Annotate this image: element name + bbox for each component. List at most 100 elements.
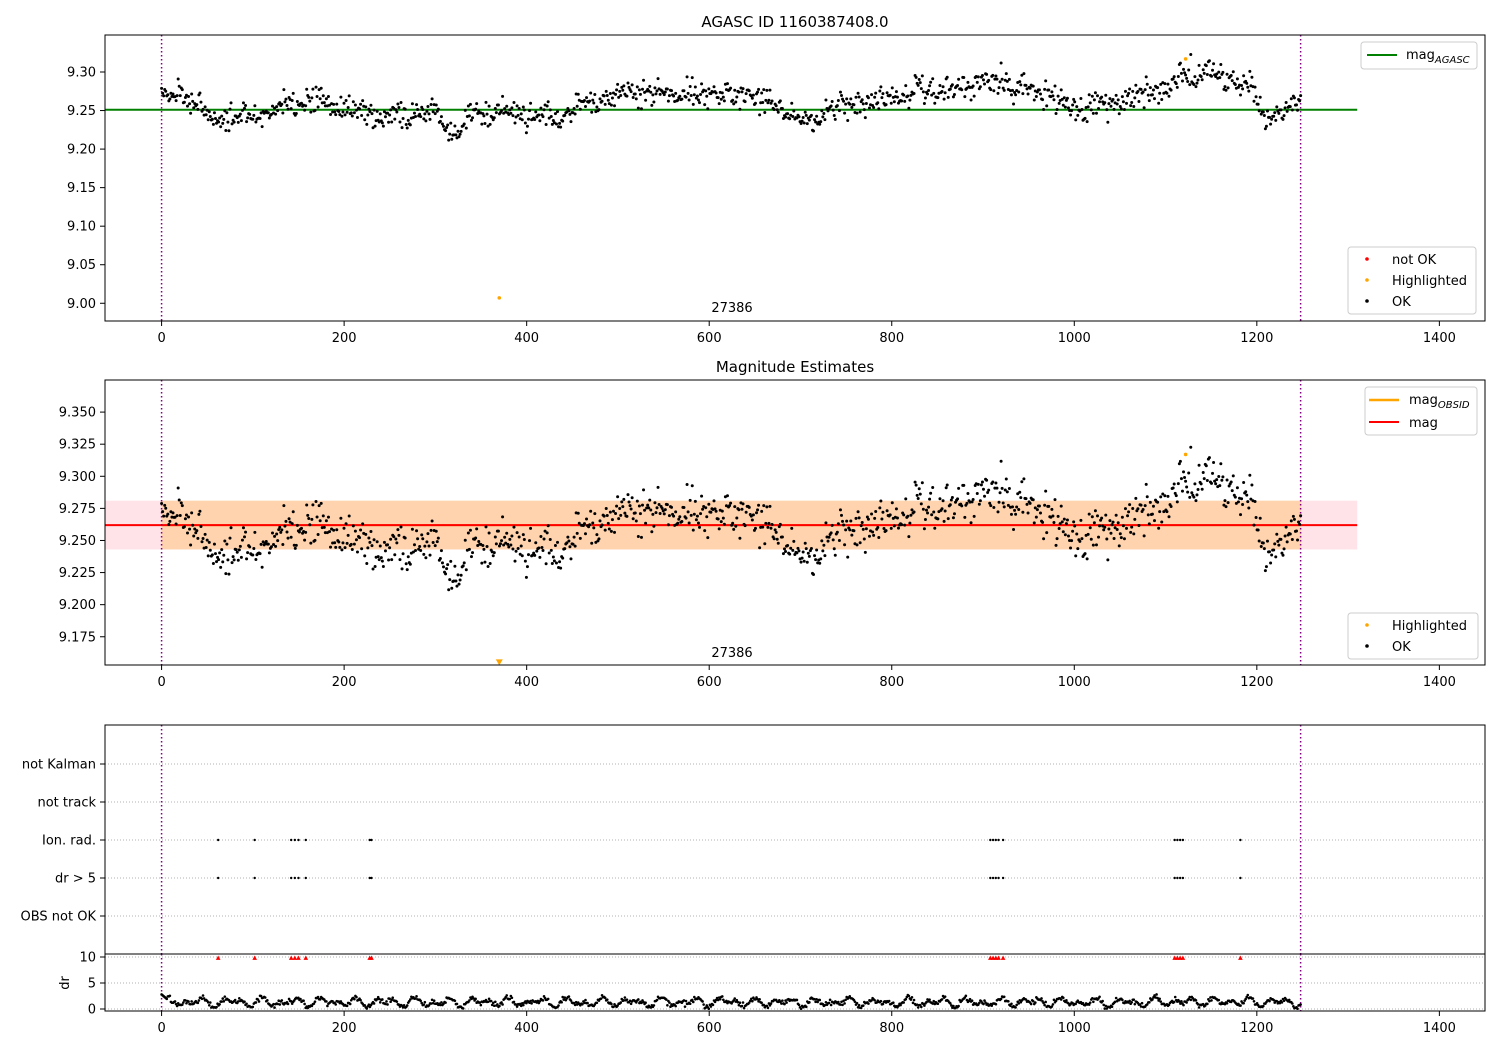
magnitude-ok-point — [815, 548, 819, 552]
agasc-ok-point — [1195, 81, 1199, 85]
dr-point — [1280, 1001, 1284, 1004]
magnitude-ok-point — [1079, 518, 1083, 522]
agasc-ok-point — [843, 111, 847, 115]
agasc-ok-point — [831, 108, 835, 112]
agasc-ok-point — [1252, 99, 1256, 103]
agasc-ok-point — [347, 94, 351, 98]
dr-point — [316, 995, 320, 999]
agasc-ok-point — [162, 94, 166, 98]
magnitude-ok-point — [1217, 475, 1221, 479]
legend-marker-highlighted-2 — [1365, 623, 1369, 627]
agasc-ok-point — [936, 96, 940, 100]
dr-point — [925, 1000, 928, 1004]
dr-point — [668, 1001, 671, 1004]
magnitude-ok-point — [329, 545, 333, 549]
agasc-ok-point — [1265, 109, 1269, 113]
dr-point — [1130, 1000, 1133, 1004]
magnitude-ok-point — [200, 540, 204, 544]
magnitude-ok-point — [1160, 520, 1164, 524]
magnitude-ok-point — [505, 531, 509, 535]
dr-point — [1201, 1002, 1205, 1006]
dr-point — [907, 994, 911, 998]
magnitude-ok-point — [812, 572, 816, 576]
magnitude-ok-point — [1020, 480, 1024, 484]
magnitude-ok-point — [637, 504, 641, 508]
agasc-ok-point — [414, 115, 418, 119]
agasc-ok-point — [284, 97, 288, 101]
dr-point — [904, 997, 908, 1001]
dr-point — [1051, 1003, 1055, 1006]
agasc-ok-point — [1167, 94, 1171, 98]
magnitude-legend-bottom-box — [1347, 612, 1479, 660]
agasc-ok-point — [1272, 114, 1276, 118]
agasc-ok-point — [866, 96, 870, 100]
agasc-ok-point — [1165, 91, 1169, 95]
legend-label-highlighted-2: Highlighted — [1392, 619, 1467, 634]
dr-point — [964, 994, 968, 998]
dr-point — [415, 995, 418, 998]
agasc-ok-point — [1053, 84, 1057, 88]
magnitude-ok-point — [484, 525, 488, 529]
magnitude-ok-point — [218, 551, 222, 555]
agasc-ok-point — [792, 109, 796, 113]
agasc-ok-point — [687, 98, 691, 102]
agasc-xtick-label: 800 — [879, 331, 904, 346]
agasc-ok-point — [436, 107, 440, 111]
dr-point — [765, 1004, 769, 1008]
agasc-ok-point — [1246, 85, 1250, 89]
dr-point — [916, 1006, 920, 1009]
dr-point — [238, 997, 241, 1000]
agasc-ok-point — [1015, 88, 1019, 92]
agasc-ok-point — [230, 122, 234, 126]
agasc-ok-point — [1148, 86, 1152, 90]
agasc-ok-point — [1277, 111, 1281, 115]
agasc-ok-point — [1288, 105, 1292, 109]
agasc-ok-point — [770, 99, 774, 103]
agasc-ok-point — [270, 104, 274, 108]
dr-point — [218, 1002, 221, 1006]
magnitude-ok-point — [204, 546, 208, 550]
flag-point — [1178, 838, 1182, 842]
agasc-ok-point — [542, 108, 546, 112]
magnitude-legend-bottom: Highlighted OK — [1347, 612, 1479, 660]
agasc-ok-point — [327, 103, 331, 107]
magnitude-ok-point — [1258, 516, 1262, 520]
agasc-ok-point — [415, 103, 419, 107]
agasc-ok-point — [1258, 95, 1262, 99]
agasc-ok-point — [177, 84, 181, 88]
flag-point — [989, 838, 992, 842]
dr-point — [943, 995, 947, 998]
agasc-ok-point — [236, 120, 240, 124]
magnitude-ok-point — [1111, 520, 1115, 524]
magnitude-ok-point — [1066, 534, 1070, 538]
agasc-ok-point — [772, 108, 776, 112]
dr-ytick-label: 0 — [88, 1003, 96, 1018]
magnitude-ok-point — [975, 492, 979, 496]
dr-ytick-label: 5 — [88, 977, 96, 992]
dr-point — [583, 1001, 586, 1005]
dr-point — [1044, 1000, 1047, 1004]
magnitude-ok-point — [1248, 473, 1252, 477]
dr-point — [928, 998, 931, 1002]
magnitude-ok-point — [524, 575, 528, 579]
magnitude-panel-title: Magnitude Estimates — [716, 358, 874, 376]
magnitude-ok-point — [420, 533, 424, 537]
agasc-ok-point — [823, 118, 827, 122]
agasc-ok-point — [225, 111, 229, 115]
legend-label-ok-2: OK — [1392, 640, 1411, 655]
magnitude-ok-point — [952, 512, 956, 516]
magnitude-ok-point — [894, 507, 898, 511]
agasc-ok-point — [818, 122, 822, 126]
magnitude-ok-point — [398, 558, 402, 562]
magnitude-ok-point — [326, 515, 330, 519]
magnitude-ok-point — [182, 525, 186, 529]
agasc-ok-point — [418, 112, 422, 116]
agasc-ok-point — [401, 116, 405, 120]
magnitude-ok-point — [426, 532, 430, 536]
agasc-ok-point — [318, 97, 322, 101]
agasc-ok-point — [1290, 108, 1294, 112]
agasc-ok-point — [734, 100, 738, 104]
agasc-ok-point — [695, 94, 699, 98]
dr-point — [857, 1003, 861, 1007]
agasc-legend-bottom-box — [1347, 246, 1477, 315]
